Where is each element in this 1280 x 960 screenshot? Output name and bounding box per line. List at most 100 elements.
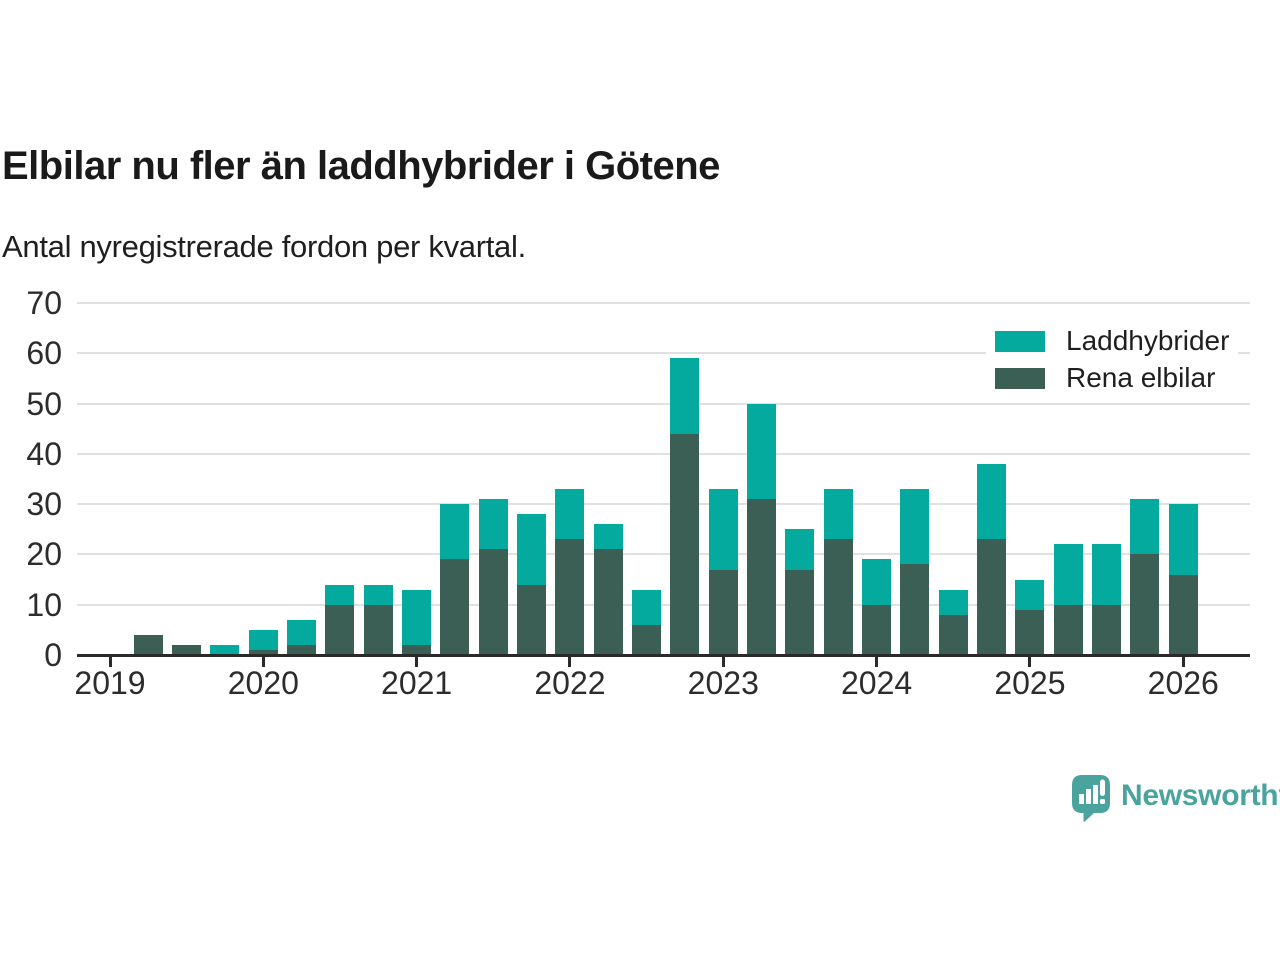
bar-2025-q4 <box>1130 499 1160 655</box>
bar-segment-laddhybrider <box>1092 544 1122 605</box>
bar-segment-laddhybrider <box>1168 504 1198 575</box>
bar-segment-rena-elbilar <box>325 604 355 655</box>
bar-2024-q1 <box>862 559 892 655</box>
legend-label: Rena elbilar <box>1066 362 1216 393</box>
bar-segment-laddhybrider <box>363 584 393 605</box>
y-axis-tick-label: 50 <box>26 385 62 422</box>
bar-segment-rena-elbilar <box>248 649 278 655</box>
x-axis-tick <box>721 657 725 667</box>
x-axis-line <box>77 654 1250 657</box>
bar-segment-laddhybrider <box>325 584 355 605</box>
x-axis-year-label: 2019 <box>74 665 146 701</box>
bar-segment-laddhybrider <box>1130 499 1160 555</box>
logo-exclamation-bar <box>1100 779 1105 796</box>
gridline-y-60 <box>77 352 1250 355</box>
x-axis-tick <box>568 657 572 667</box>
bar-segment-rena-elbilar <box>938 614 968 655</box>
logo-bar-small <box>1079 794 1084 804</box>
bar-segment-rena-elbilar <box>593 549 623 655</box>
bar-2020-q1 <box>248 629 278 655</box>
x-axis-year-label: 2020 <box>227 665 299 701</box>
bar-2022-q3 <box>632 589 662 655</box>
bar-segment-laddhybrider <box>670 358 700 434</box>
x-axis-year-label: 2024 <box>841 665 913 701</box>
bar-segment-rena-elbilar <box>478 549 508 655</box>
bar-segment-rena-elbilar <box>1130 554 1160 655</box>
bar-segment-rena-elbilar <box>133 634 163 655</box>
chart-subtitle: Antal nyregistrerade fordon per kvartal. <box>2 229 526 264</box>
bar-2021-q2 <box>440 504 470 655</box>
x-axis-tick <box>415 657 419 667</box>
brand-footer: Newsworthy <box>1072 775 1280 823</box>
bar-2022-q2 <box>593 524 623 655</box>
bar-2023-q4 <box>823 489 853 655</box>
bar-segment-laddhybrider <box>977 463 1007 540</box>
gridline-y-40 <box>77 452 1250 455</box>
bar-segment-rena-elbilar <box>823 539 853 655</box>
bar-2025-q3 <box>1092 544 1122 655</box>
x-axis-tick <box>1028 657 1032 667</box>
bar-segment-rena-elbilar <box>363 604 393 655</box>
legend-swatch <box>995 367 1045 389</box>
bar-2021-q1 <box>402 589 432 655</box>
bar-segment-rena-elbilar <box>977 539 1007 655</box>
bar-segment-rena-elbilar <box>785 569 815 655</box>
bar-2026-q1 <box>1168 504 1198 655</box>
bar-2023-q1 <box>708 489 738 655</box>
logo-bar-large <box>1093 785 1098 804</box>
x-axis-year-label: 2026 <box>1147 665 1219 701</box>
bar-segment-rena-elbilar <box>747 499 777 655</box>
y-axis-tick-label: 70 <box>26 285 62 321</box>
x-axis-year-label: 2025 <box>994 665 1066 701</box>
bar-segment-laddhybrider <box>555 489 585 540</box>
bar-segment-rena-elbilar <box>402 644 432 655</box>
x-axis-tick <box>1181 657 1185 667</box>
bar-2019-q4 <box>210 644 240 655</box>
bar-segment-laddhybrider <box>287 619 317 645</box>
bar-segment-rena-elbilar <box>862 604 892 655</box>
bar-segment-laddhybrider <box>402 589 432 645</box>
bar-segment-laddhybrider <box>478 499 508 550</box>
gridline-y-30 <box>77 503 1250 506</box>
bar-segment-rena-elbilar <box>1168 574 1198 655</box>
newsworthy-logo <box>1072 775 1110 823</box>
bar-2022-q4 <box>670 358 700 655</box>
bar-2024-q3 <box>938 589 968 655</box>
bar-segment-laddhybrider <box>1053 544 1083 605</box>
logo-exclamation-dot <box>1100 799 1105 804</box>
bar-2019-q2 <box>133 634 163 655</box>
bar-segment-laddhybrider <box>440 504 470 560</box>
bar-segment-laddhybrider <box>517 514 547 585</box>
bar-segment-rena-elbilar <box>632 624 662 655</box>
bar-segment-laddhybrider <box>1015 579 1045 610</box>
bar-segment-rena-elbilar <box>287 644 317 655</box>
logo-bar-medium <box>1086 789 1091 804</box>
y-axis-tick-label: 0 <box>44 637 62 673</box>
bar-2020-q4 <box>363 584 393 655</box>
bar-segment-rena-elbilar <box>900 564 930 655</box>
bar-segment-laddhybrider <box>938 589 968 615</box>
bar-segment-rena-elbilar <box>1015 609 1045 655</box>
legend-label: Laddhybrider <box>1066 325 1230 356</box>
bar-segment-laddhybrider <box>785 529 815 570</box>
x-axis-tick <box>108 657 112 667</box>
bar-segment-laddhybrider <box>593 524 623 550</box>
gridline-y-10 <box>77 603 1250 606</box>
bar-segment-laddhybrider <box>248 629 278 650</box>
gridline-y-70 <box>77 302 1250 304</box>
x-axis-tick <box>261 657 265 667</box>
chart-title: Elbilar nu fler än laddhybrider i Götene <box>2 144 720 188</box>
gridline-y-50 <box>77 402 1250 405</box>
bar-segment-laddhybrider <box>747 403 777 500</box>
bar-2023-q2 <box>747 403 777 655</box>
bar-segment-rena-elbilar <box>1092 604 1122 655</box>
gridline-y-20 <box>77 553 1250 556</box>
bar-segment-laddhybrider <box>632 589 662 625</box>
bar-segment-rena-elbilar <box>708 569 738 655</box>
y-axis-tick-label: 60 <box>26 335 62 372</box>
bar-segment-laddhybrider <box>708 489 738 570</box>
x-axis-tick <box>875 657 879 667</box>
bar-2020-q3 <box>325 584 355 655</box>
bar-2022-q1 <box>555 489 585 655</box>
